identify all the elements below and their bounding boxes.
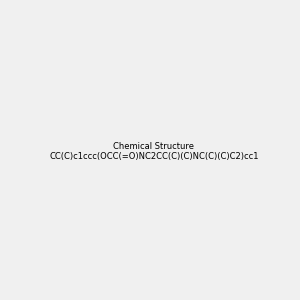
Text: Chemical Structure
CC(C)c1ccc(OCC(=O)NC2CC(C)(C)NC(C)(C)C2)cc1: Chemical Structure CC(C)c1ccc(OCC(=O)NC2… bbox=[49, 142, 259, 161]
